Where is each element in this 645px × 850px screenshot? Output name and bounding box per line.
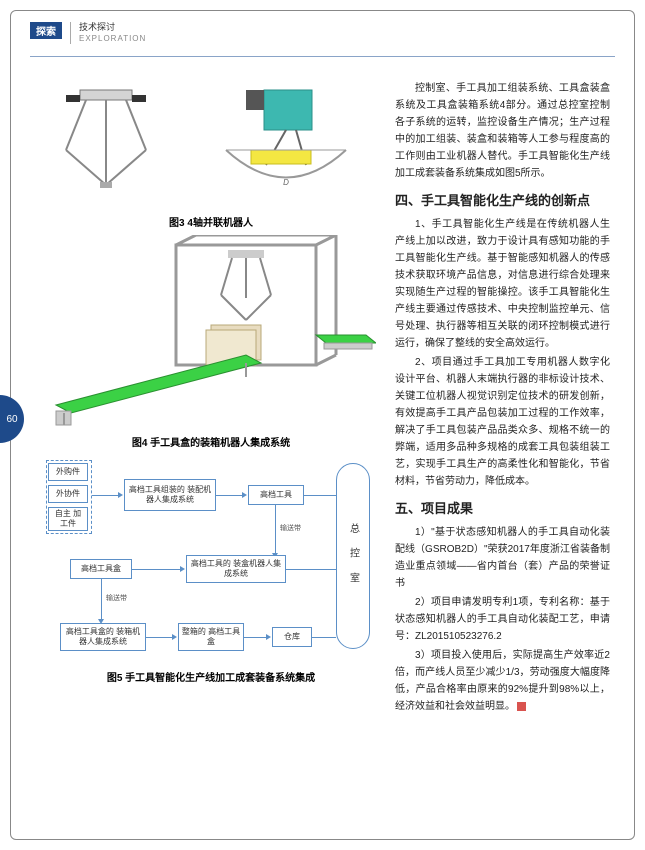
flow-line [132, 569, 182, 570]
flow-b10: 仓库 [272, 627, 312, 647]
header-sub-cn: 技术探讨 [79, 22, 146, 34]
flow-line [216, 495, 244, 496]
flow-line [101, 579, 102, 621]
fig4-caption: 图4 手工具盒的装箱机器人集成系统 [46, 434, 376, 449]
end-mark-icon [517, 702, 526, 711]
arrow-icon [266, 634, 271, 640]
flow-b9: 整箱的 高档工具盒 [178, 623, 244, 651]
arrow-icon [242, 492, 247, 498]
flow-b11: 总 控 室 [336, 463, 370, 649]
flow-line [244, 637, 268, 638]
flow-line [304, 495, 336, 496]
header-tag: 探索 [30, 22, 62, 39]
flow-b6: 高档工具盒 [70, 559, 132, 579]
header-rule [30, 56, 615, 57]
paragraph-5: 2）项目申请发明专利1项，专利名称：基于状态感知机器人的手工具自动化装配工艺，申… [395, 594, 610, 645]
figure-5: 外购件 外协件 自主 加工件 高档工具组装的 装配机器人集成系统 高档工具 输送… [46, 455, 376, 665]
arrow-icon [118, 492, 123, 498]
paragraph-3: 2、项目通过手工具加工专用机器人数字化设计平台、机器人末端执行器的非标设计技术、… [395, 354, 610, 490]
flow-line [92, 495, 120, 496]
figure-4 [46, 235, 376, 430]
fig3-svg: D [46, 80, 376, 210]
paragraph-6: 3）项目投入使用后，实际提高生产效率近2倍，而产线人员至少减少1/3，劳动强度大… [395, 647, 610, 715]
flow-b8: 高档工具盒的 装箱机器人集成系统 [60, 623, 146, 651]
flow-b7: 高档工具的 装盒机器人集成系统 [186, 555, 286, 583]
page-number: 60 [6, 414, 17, 425]
right-column: 控制室、手工具加工组装系统、工具盒装盒系统及工具盒装箱系统4部分。通过总控室控制… [395, 80, 610, 717]
flow-group-1 [46, 460, 92, 534]
flow-b5: 高档工具 [248, 485, 304, 505]
paragraph-4: 1）"基于状态感知机器人的手工具自动化装配线（GSROB2D）"荣获2017年度… [395, 524, 610, 592]
flow-line [146, 637, 174, 638]
flow-line [275, 505, 276, 555]
flow-line [312, 637, 336, 638]
page-header: 探索 技术探讨 EXPLORATION [30, 22, 146, 44]
paragraph-6-text: 3）项目投入使用后，实际提高生产效率近2倍，而产线人员至少减少1/3，劳动强度大… [395, 650, 610, 712]
heading-4: 四、手工具智能化生产线的创新点 [395, 192, 610, 210]
svg-text:D: D [283, 178, 289, 187]
arrow-icon [180, 566, 185, 572]
figure-3: D [46, 80, 376, 210]
left-column: D 图3 4轴并联机器人 [46, 80, 376, 690]
flow-label-1: 输送带 [280, 523, 301, 533]
flow-label-2: 输送带 [106, 593, 127, 603]
header-subtitle: 技术探讨 EXPLORATION [70, 22, 146, 44]
fig4-svg [46, 235, 376, 430]
fig5-caption: 图5 手工具智能化生产线加工成套装备系统集成 [46, 669, 376, 684]
paragraph-2: 1、手工具智能化生产线是在传统机器人生产线上加以改进，致力于设计具有感知功能的手… [395, 216, 610, 352]
heading-5: 五、项目成果 [395, 500, 610, 518]
flow-line [286, 569, 336, 570]
arrow-icon [172, 634, 177, 640]
fig3-caption: 图3 4轴并联机器人 [46, 214, 376, 229]
flow-b11-text: 总 控 室 [346, 523, 361, 589]
paragraph-1: 控制室、手工具加工组装系统、工具盒装盒系统及工具盒装箱系统4部分。通过总控室控制… [395, 80, 610, 182]
header-sub-en: EXPLORATION [79, 34, 146, 44]
flow-b4: 高档工具组装的 装配机器人集成系统 [124, 479, 216, 511]
